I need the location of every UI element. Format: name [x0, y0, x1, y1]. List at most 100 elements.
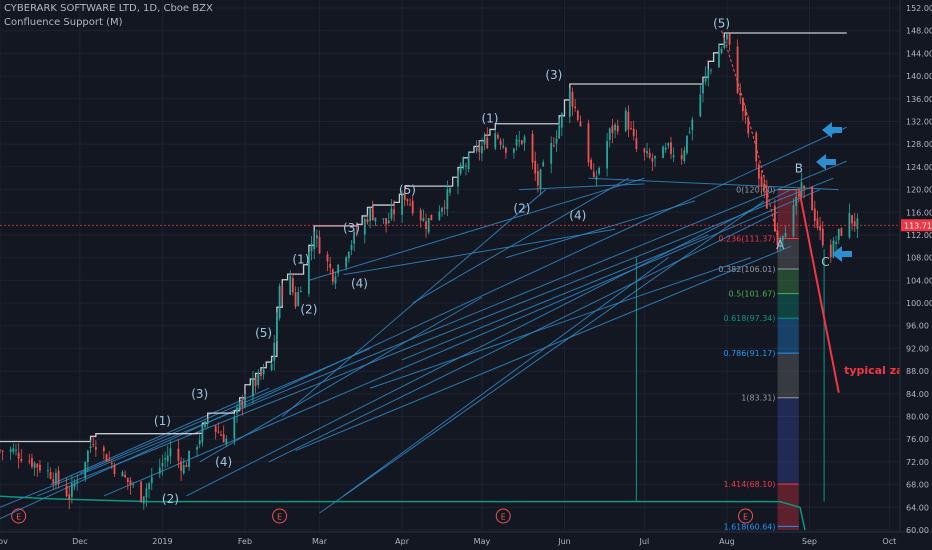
fib-level-label: 1(83.31)	[741, 394, 775, 403]
trend-line	[0, 160, 847, 508]
candle-body	[523, 136, 526, 144]
candle-body	[374, 217, 377, 222]
support-line	[0, 495, 806, 531]
fib-level-label: 0(120.00)	[736, 186, 775, 195]
candle-body	[592, 171, 595, 177]
candle-body	[326, 254, 329, 262]
candle-body	[811, 186, 814, 211]
candle-body	[683, 150, 686, 162]
candle-body	[260, 372, 262, 376]
candle-body	[518, 140, 521, 142]
candle-body	[76, 481, 79, 484]
earnings-label: E	[16, 513, 21, 522]
candle-body	[744, 108, 747, 116]
candle-body	[486, 137, 489, 149]
trend-line	[37, 177, 834, 497]
candle-body	[166, 455, 169, 462]
candle-body	[387, 220, 390, 224]
candle-body	[31, 458, 33, 467]
candle-body	[438, 211, 441, 220]
candle-body	[254, 378, 257, 386]
candle-body	[164, 458, 166, 460]
candle-body	[699, 94, 702, 117]
candle-body	[145, 488, 148, 498]
y-tick-label: 140.00	[906, 72, 932, 81]
candle-body	[20, 458, 23, 462]
fib-zone	[777, 484, 799, 530]
candle-body	[459, 164, 462, 174]
candle-body	[270, 363, 273, 370]
candle-body	[813, 208, 816, 221]
candle-body	[736, 46, 739, 93]
candle-body	[385, 218, 387, 225]
candle-body	[92, 444, 95, 446]
candle-body	[201, 427, 204, 443]
candle-body	[294, 292, 297, 307]
x-tick-label: Nov	[0, 537, 8, 546]
candle-body	[158, 467, 161, 474]
candle-body	[441, 207, 443, 212]
candle-body	[220, 434, 222, 436]
candle-body	[369, 208, 372, 221]
candle-body	[574, 106, 577, 109]
candle-body	[821, 228, 824, 246]
candle-body	[73, 482, 76, 487]
candle-body	[401, 193, 403, 215]
x-tick-label: Oct	[882, 537, 896, 546]
candle-body	[313, 239, 316, 250]
wave-label: (1)	[292, 252, 309, 266]
y-tick-label: 152.00	[906, 4, 932, 13]
candle-body	[792, 205, 795, 237]
candle-body	[334, 276, 337, 284]
earnings-label: E	[501, 513, 506, 522]
x-tick-label: Apr	[395, 537, 410, 546]
candle-body	[318, 236, 321, 254]
candle-body	[276, 317, 278, 341]
candle-body	[411, 200, 414, 214]
wave-label: (2)	[513, 201, 530, 215]
y-tick-label: 92.00	[906, 344, 929, 353]
candle-body	[816, 218, 819, 228]
candle-body	[39, 464, 41, 471]
candle-body	[648, 152, 651, 158]
candle-body	[515, 139, 518, 146]
candle-body	[102, 447, 105, 452]
candle-body	[180, 461, 182, 471]
x-tick-label: Feb	[238, 537, 252, 546]
candle-body	[632, 128, 635, 137]
candle-body	[481, 146, 483, 154]
trend-line	[343, 228, 616, 276]
trend-line	[199, 296, 483, 463]
candle-body	[646, 151, 648, 154]
candle-body	[624, 110, 627, 131]
candle-body	[829, 244, 832, 258]
candle-body	[289, 275, 292, 295]
candle-body	[222, 434, 225, 443]
x-tick-label: May	[474, 537, 491, 546]
trend-line	[281, 189, 547, 417]
candle-body	[422, 218, 425, 222]
candle-body	[797, 194, 800, 197]
candle-body	[307, 252, 310, 294]
wave-label: (1)	[481, 112, 498, 126]
x-axis: Nov Dec 2019 Feb Mar Apr May Jun Jul Aug Sep Oct	[0, 537, 896, 546]
wave-label: (5)	[713, 16, 730, 30]
candle-body	[329, 263, 332, 268]
candle-body	[214, 425, 217, 432]
candle-body	[475, 147, 478, 152]
candle-body	[84, 461, 87, 479]
candle-body	[611, 125, 614, 134]
candle-body	[132, 484, 135, 486]
wave-label: (5)	[399, 183, 416, 197]
candle-body	[739, 92, 742, 96]
wave-label: (4)	[215, 455, 232, 469]
x-tick-label: Dec	[72, 537, 87, 546]
trend-line	[401, 234, 709, 361]
candle-body	[33, 462, 36, 468]
candle-body	[672, 155, 675, 158]
candle-body	[310, 245, 313, 252]
indicator-name: Confluence Support (M)	[4, 17, 123, 28]
last-price-label: 113.71	[904, 221, 932, 230]
candle-body	[800, 182, 803, 197]
